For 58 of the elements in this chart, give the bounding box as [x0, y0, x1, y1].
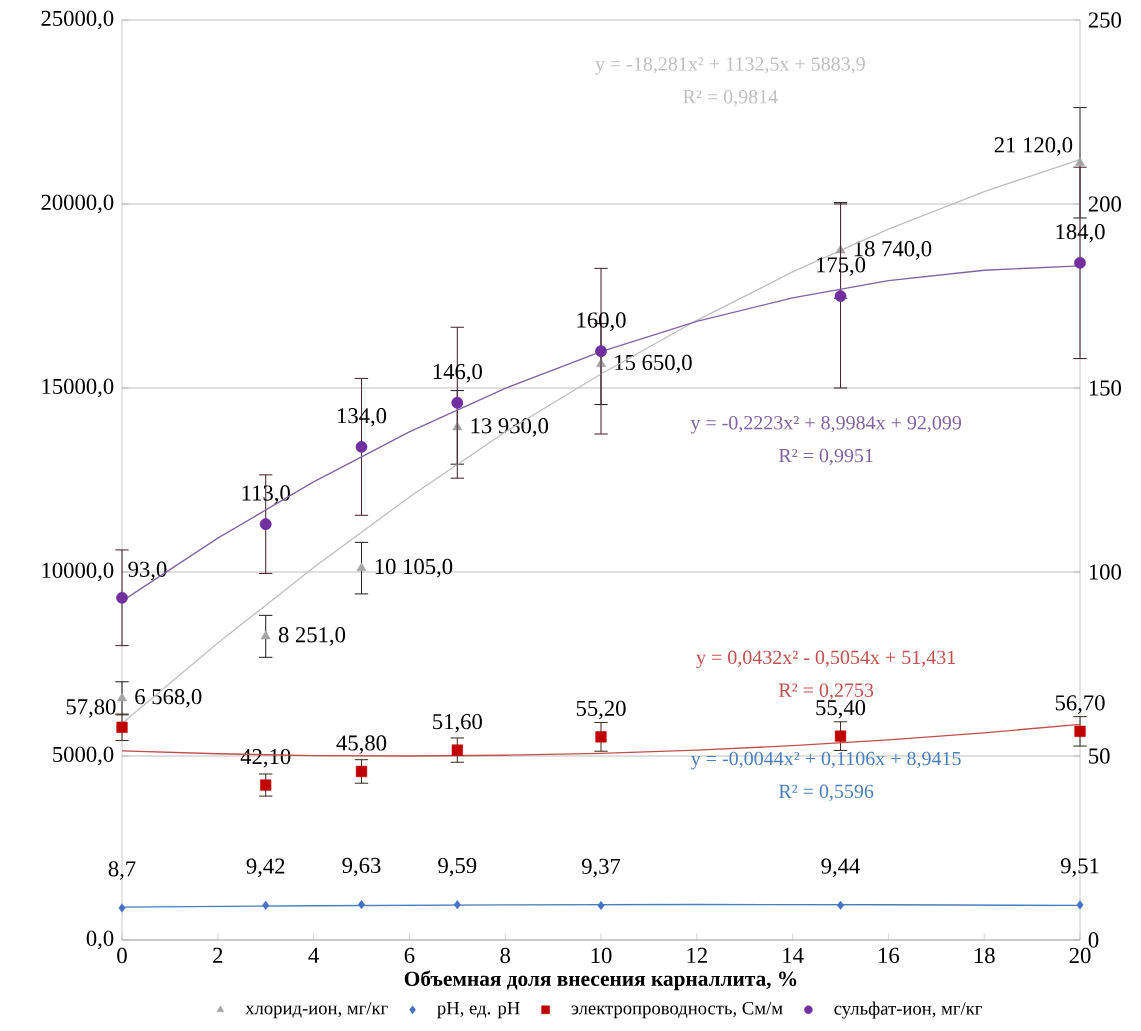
y2-tick-label: 250: [1088, 12, 1121, 28]
annotation: y = -0,2223x² + 8,9984x + 92,099: [690, 415, 962, 434]
x-tick-label: 12: [687, 947, 707, 963]
data-label: 10 105,0: [375, 558, 453, 578]
x-tick-label: 6: [404, 947, 415, 964]
x-tick-label: 2: [213, 947, 223, 963]
x-tick-label: 18: [974, 947, 995, 964]
y-tick-label: 15000,0: [42, 378, 114, 398]
y-tick-label: 10000,0: [42, 562, 114, 582]
data-label: 13 930,0: [471, 418, 549, 437]
data-label: 160,0: [577, 312, 626, 331]
data-label: 15 650,0: [615, 354, 692, 374]
data-label: 51,60: [433, 713, 482, 733]
annotation: y = 0,0432x² - 0,5054x + 51,431: [696, 650, 956, 669]
data-label: 55,20: [576, 700, 626, 720]
data-label: 9,59: [438, 857, 477, 877]
data-label: 93,0: [128, 561, 167, 581]
data-label: 56,70: [1055, 695, 1105, 714]
data-label: 57,80: [66, 699, 116, 718]
x-tick-label: 0: [117, 947, 127, 964]
data-label: 184,0: [1056, 224, 1105, 243]
data-label: 21 120,0: [994, 137, 1073, 156]
annotation: R² = 0,5596: [778, 784, 874, 801]
y2-tick-label: 200: [1088, 196, 1121, 212]
y2-tick-label: 0: [1088, 932, 1099, 948]
y-tick-label: 25000,0: [41, 10, 114, 30]
legend-label: pH, ед. pH: [437, 1001, 520, 1019]
y2-tick-label: 50: [1089, 748, 1110, 764]
y2-tick-label: 150: [1089, 380, 1121, 396]
annotation: y = -18,281x² + 1132,5x + 5883,9: [595, 57, 865, 75]
data-label: 9,63: [342, 857, 381, 877]
y-tick-label: 20000,0: [41, 194, 114, 214]
annotation: R² = 0,9814: [683, 90, 778, 107]
y-tick-label: 5000,0: [53, 746, 114, 766]
x-tick-label: 10: [591, 947, 612, 964]
data-label: 55,40: [816, 699, 866, 719]
annotation: R² = 0,9951: [778, 448, 873, 466]
x-axis-title: Объемная доля внесения карналлита, %: [404, 970, 797, 991]
data-label: 45,80: [336, 735, 387, 754]
annotation: y = -0,0044x² + 0,1106x + 8,9415: [691, 751, 961, 770]
y-tick-label: 0,0: [86, 930, 114, 950]
x-tick-label: 8: [500, 947, 511, 964]
data-label: 9,42: [246, 858, 285, 878]
data-label: 8,7: [108, 861, 136, 880]
data-label: 9,44: [821, 858, 860, 877]
annotation: R² = 0,2753: [778, 683, 874, 700]
x-tick-label: 20: [1069, 947, 1091, 964]
legend-label: хлорид-ион, мг/кг: [245, 1001, 388, 1019]
data-label: 8 251,0: [278, 627, 346, 646]
x-tick-label: 14: [783, 947, 804, 963]
x-tick-label: 4: [308, 947, 319, 963]
data-label: 6 568,0: [135, 689, 202, 708]
legend-label: сульфат-ион, мг/кг: [834, 1001, 982, 1019]
legend-label: электропроводность, См/м: [571, 1001, 783, 1019]
data-label: 9,51: [1060, 858, 1099, 877]
x-tick-label: 16: [879, 947, 900, 964]
data-label: 9,37: [581, 858, 621, 878]
y2-tick-label: 100: [1089, 564, 1121, 580]
